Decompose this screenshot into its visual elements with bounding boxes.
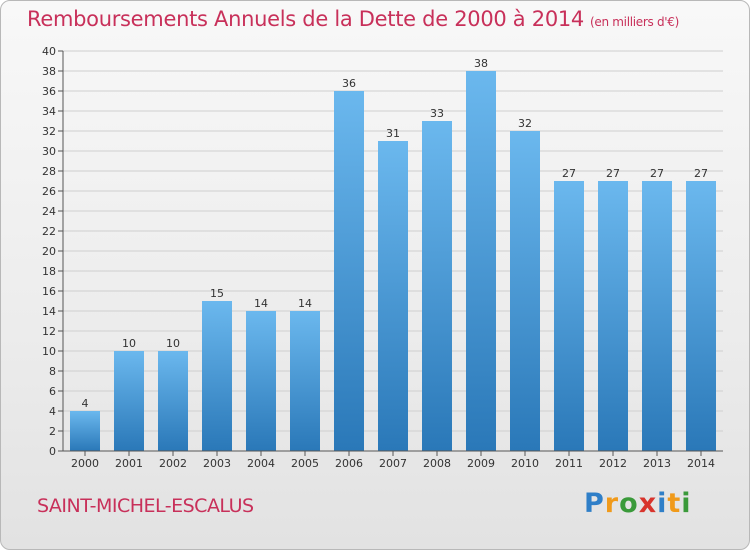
x-tick-label: 2010 [511, 457, 539, 470]
y-tick-label: 4 [49, 405, 56, 418]
bar [598, 181, 628, 451]
x-tick-label: 2014 [687, 457, 715, 470]
bar [114, 351, 144, 451]
commune-name: SAINT-MICHEL-ESCALUS [37, 495, 254, 517]
bar [70, 411, 100, 451]
y-tick-label: 26 [42, 185, 56, 198]
x-tick-labels: 2000 2001 2002 2003 2004 2005 2006 2007 2008 2009… [71, 457, 715, 470]
x-tick-label: 2009 [467, 457, 495, 470]
y-tick-label: 6 [49, 385, 56, 398]
proxiti-logo[interactable]: Proxiti [584, 488, 692, 519]
x-tick-label: 2002 [159, 457, 187, 470]
x-tick-label: 2007 [379, 457, 407, 470]
y-tick-label: 22 [42, 225, 56, 238]
data-label: 27 [694, 167, 708, 180]
data-label: 32 [518, 117, 532, 130]
axes [62, 51, 723, 456]
data-label: 14 [254, 297, 268, 310]
y-tick-label: 0 [49, 445, 56, 458]
y-tick-label: 28 [42, 165, 56, 178]
y-tick-label: 36 [42, 85, 56, 98]
bar [290, 311, 320, 451]
data-label: 14 [298, 297, 312, 310]
y-tick-label: 8 [49, 365, 56, 378]
y-tick-label: 2 [49, 425, 56, 438]
x-tick-label: 2006 [335, 457, 363, 470]
bars [70, 71, 716, 451]
y-tick-label: 18 [42, 265, 56, 278]
x-tick-label: 2008 [423, 457, 451, 470]
data-label: 27 [650, 167, 664, 180]
logo-letter: t [667, 488, 682, 519]
x-tick-label: 2003 [203, 457, 231, 470]
bar [378, 141, 408, 451]
logo-letter: i [657, 488, 668, 519]
bar [466, 71, 496, 451]
y-tick-label: 12 [42, 325, 56, 338]
logo-letter: o [619, 488, 639, 519]
data-label: 27 [562, 167, 576, 180]
x-tick-label: 2005 [291, 457, 319, 470]
y-tick-label: 16 [42, 285, 56, 298]
logo-letter: x [638, 488, 658, 519]
data-label: 4 [82, 397, 89, 410]
y-tick-label: 14 [42, 305, 56, 318]
y-tick-label: 30 [42, 145, 56, 158]
data-labels: 4 10 10 15 14 14 36 31 33 38 32 27 27 27 27 [82, 57, 709, 410]
bar [554, 181, 584, 451]
data-label: 10 [166, 337, 180, 350]
bar [510, 131, 540, 451]
bar [686, 181, 716, 451]
bar [642, 181, 672, 451]
y-tick-label: 32 [42, 125, 56, 138]
x-tick-label: 2004 [247, 457, 275, 470]
x-tick-label: 2001 [115, 457, 143, 470]
data-label: 10 [122, 337, 136, 350]
data-label: 38 [474, 57, 488, 70]
logo-letter: r [604, 488, 620, 519]
y-tick-label: 38 [42, 65, 56, 78]
y-tick-label: 40 [42, 45, 56, 58]
x-tick-label: 2011 [555, 457, 583, 470]
data-label: 31 [386, 127, 400, 140]
data-label: 15 [210, 287, 224, 300]
data-label: 36 [342, 77, 356, 90]
bar [246, 311, 276, 451]
logo-letter: P [584, 488, 605, 519]
x-tick-label: 2013 [643, 457, 671, 470]
y-tick-label: 24 [42, 205, 56, 218]
y-tick-label: 34 [42, 105, 56, 118]
bar [158, 351, 188, 451]
x-tick-label: 2000 [71, 457, 99, 470]
bar [202, 301, 232, 451]
chart-title: Remboursements Annuels de la Dette de 20… [27, 7, 679, 31]
unit-note: (en milliers d'€) [590, 15, 680, 29]
bar [422, 121, 452, 451]
chart-title-text: Remboursements Annuels de la Dette de 20… [27, 7, 584, 31]
y-tick-label: 20 [42, 245, 56, 258]
y-tick-label: 10 [42, 345, 56, 358]
x-tick-label: 2012 [599, 457, 627, 470]
logo-letter: i [681, 488, 692, 519]
bar [334, 91, 364, 451]
data-label: 33 [430, 107, 444, 120]
data-label: 27 [606, 167, 620, 180]
